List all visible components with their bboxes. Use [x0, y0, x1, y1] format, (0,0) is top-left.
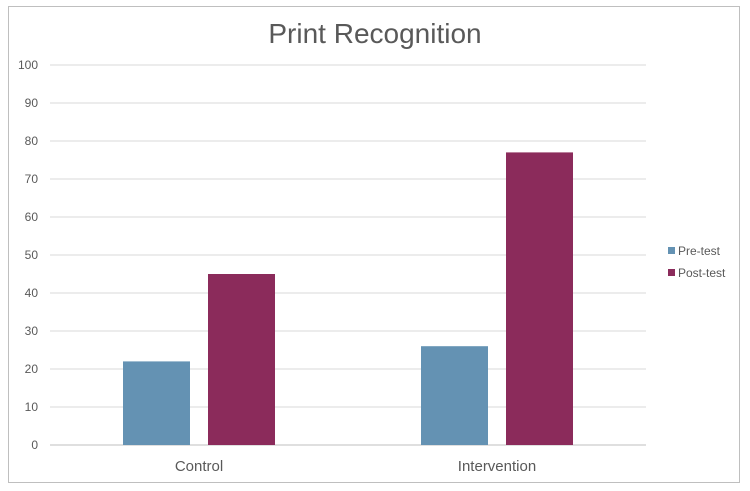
x-category-label-intervention: Intervention — [458, 458, 536, 475]
bar-intervention-pre-test — [421, 346, 488, 445]
y-tick-label-50: 50 — [25, 248, 39, 262]
chart-title: Print Recognition — [268, 18, 481, 49]
y-tick-label-20: 20 — [25, 362, 39, 376]
y-tick-label-30: 30 — [25, 324, 39, 338]
legend-swatch-pre-test — [668, 247, 675, 254]
y-tick-label-70: 70 — [25, 172, 39, 186]
legend-label-pre-test: Pre-test — [678, 244, 721, 258]
x-category-label-control: Control — [175, 458, 223, 475]
x-axis-labels: Control Intervention — [175, 458, 536, 475]
y-tick-label-10: 10 — [25, 400, 39, 414]
y-tick-label-40: 40 — [25, 286, 39, 300]
y-tick-label-0: 0 — [31, 438, 38, 452]
legend-label-post-test: Post-test — [678, 266, 726, 280]
legend-swatch-post-test — [668, 269, 675, 276]
bar-control-post-test — [208, 274, 275, 445]
y-tick-label-90: 90 — [25, 96, 39, 110]
bars — [123, 152, 573, 445]
y-tick-label-60: 60 — [25, 210, 39, 224]
y-tick-label-80: 80 — [25, 134, 39, 148]
legend: Pre-test Post-test — [668, 244, 726, 280]
y-axis-ticks: 0 10 20 30 40 50 60 70 80 90 100 — [18, 58, 38, 452]
bar-control-pre-test — [123, 361, 190, 445]
y-tick-label-100: 100 — [18, 58, 38, 72]
bar-intervention-post-test — [506, 152, 573, 445]
